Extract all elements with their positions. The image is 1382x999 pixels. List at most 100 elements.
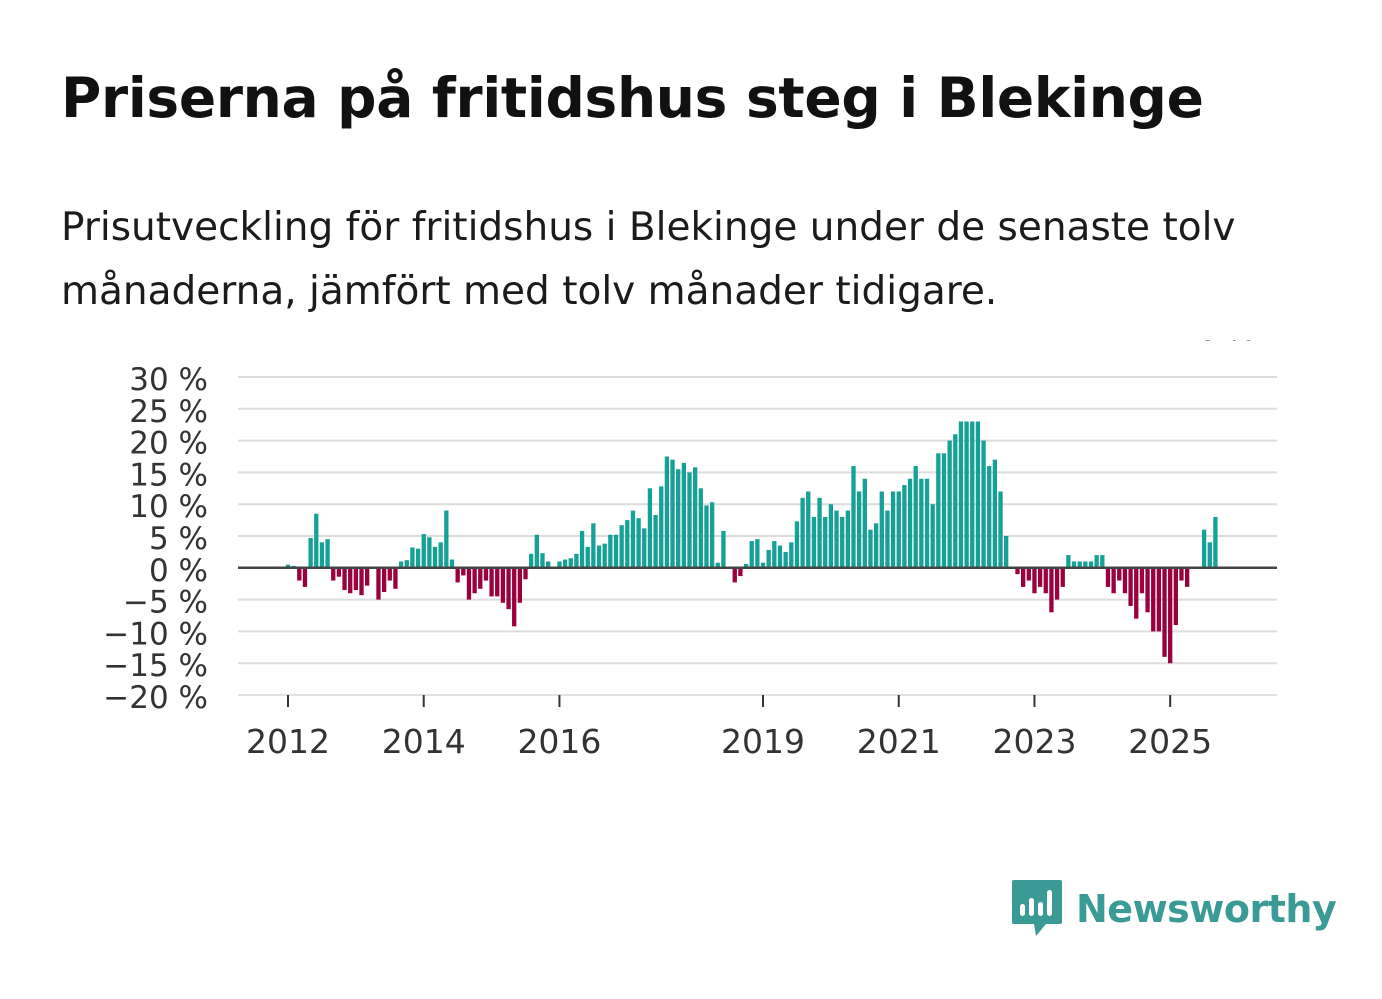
- bar: [455, 567, 460, 583]
- y-tick-label: 20 %: [129, 426, 208, 462]
- bar: [709, 502, 715, 568]
- bar: [664, 456, 670, 568]
- bar: [630, 510, 636, 568]
- bar: [1184, 567, 1190, 587]
- bar: [817, 497, 822, 568]
- bar: [704, 505, 709, 568]
- bar: [427, 537, 432, 568]
- bar: [981, 440, 986, 568]
- x-tick-label: 2014: [382, 722, 466, 761]
- bar: [449, 559, 455, 568]
- bar: [613, 534, 619, 568]
- bar: [562, 559, 568, 568]
- bar: [1077, 561, 1082, 568]
- bar: [297, 567, 302, 581]
- bar: [1026, 567, 1031, 581]
- x-tick-label: 2012: [246, 722, 330, 761]
- bar: [766, 549, 771, 568]
- x-tick-label: 2016: [517, 722, 601, 761]
- bar: [540, 553, 545, 568]
- bar: [1162, 567, 1167, 657]
- bar: [987, 466, 992, 568]
- bar: [1071, 561, 1077, 568]
- bar: [647, 488, 653, 568]
- bar: [1054, 567, 1060, 600]
- y-tick-label: −15 %: [103, 648, 208, 684]
- bar: [1105, 567, 1111, 587]
- bar: [642, 528, 647, 568]
- bar: [1049, 567, 1054, 613]
- bar: [947, 440, 952, 568]
- bar: [336, 567, 342, 577]
- bar: [913, 466, 918, 568]
- bar: [721, 530, 726, 568]
- y-tick-label: 5 %: [149, 521, 208, 557]
- bar: [902, 485, 907, 568]
- bar: [975, 421, 981, 568]
- bar: [862, 478, 867, 568]
- bar: [659, 486, 664, 568]
- bar: [438, 542, 443, 568]
- bar: [958, 421, 964, 568]
- bar: [924, 478, 930, 568]
- bar: [681, 462, 686, 568]
- bar: [472, 567, 477, 594]
- bar: [970, 421, 975, 568]
- bar: [1037, 567, 1043, 587]
- gridlines: [238, 376, 1277, 696]
- bar: [365, 567, 370, 586]
- bar: [885, 510, 890, 568]
- bar: [834, 510, 839, 568]
- bar: [325, 539, 330, 568]
- bar: [936, 453, 941, 568]
- bar: [376, 567, 381, 600]
- bar: [676, 469, 681, 568]
- bar: [302, 567, 308, 587]
- bar: [992, 459, 998, 568]
- bar: [625, 520, 630, 568]
- bar: [489, 567, 494, 597]
- bar: [772, 541, 777, 568]
- bar: [444, 510, 449, 568]
- bar: [941, 453, 947, 568]
- bar: [1173, 567, 1178, 626]
- bar: [1207, 542, 1212, 568]
- bar: [636, 518, 641, 568]
- bar: [500, 567, 506, 603]
- bar: [353, 567, 359, 591]
- bar: [348, 567, 353, 594]
- y-tick-label: 30 %: [129, 362, 208, 398]
- bar: [760, 562, 766, 568]
- x-tick-label: 2023: [992, 722, 1076, 761]
- last-value-label: 8 %: [1198, 340, 1255, 348]
- bar: [715, 562, 720, 568]
- bar: [1111, 567, 1116, 594]
- bar: [873, 523, 879, 568]
- y-tick-label: −20 %: [103, 680, 208, 716]
- annotation: 8 %: [1195, 340, 1258, 351]
- bar: [1128, 567, 1133, 606]
- bar: [777, 545, 783, 568]
- bar: [738, 567, 743, 577]
- x-tick-label: 2025: [1128, 722, 1212, 761]
- bar: [545, 561, 551, 568]
- bar: [1134, 567, 1139, 619]
- bar: [1168, 567, 1173, 664]
- bar: [602, 543, 607, 568]
- bar: [896, 491, 901, 568]
- bar: [783, 551, 788, 568]
- bar: [517, 567, 523, 603]
- bar: [415, 548, 421, 568]
- x-tick-label: 2021: [857, 722, 941, 761]
- bar: [404, 560, 409, 568]
- bar: [1122, 567, 1128, 594]
- bar: [930, 504, 935, 568]
- bar: [1015, 567, 1020, 575]
- bar: [608, 534, 613, 568]
- bar: [568, 558, 573, 568]
- bar: [461, 567, 466, 576]
- bar: [868, 529, 873, 568]
- bar: [1179, 567, 1184, 581]
- bar: [1032, 567, 1037, 594]
- bar: [743, 563, 749, 568]
